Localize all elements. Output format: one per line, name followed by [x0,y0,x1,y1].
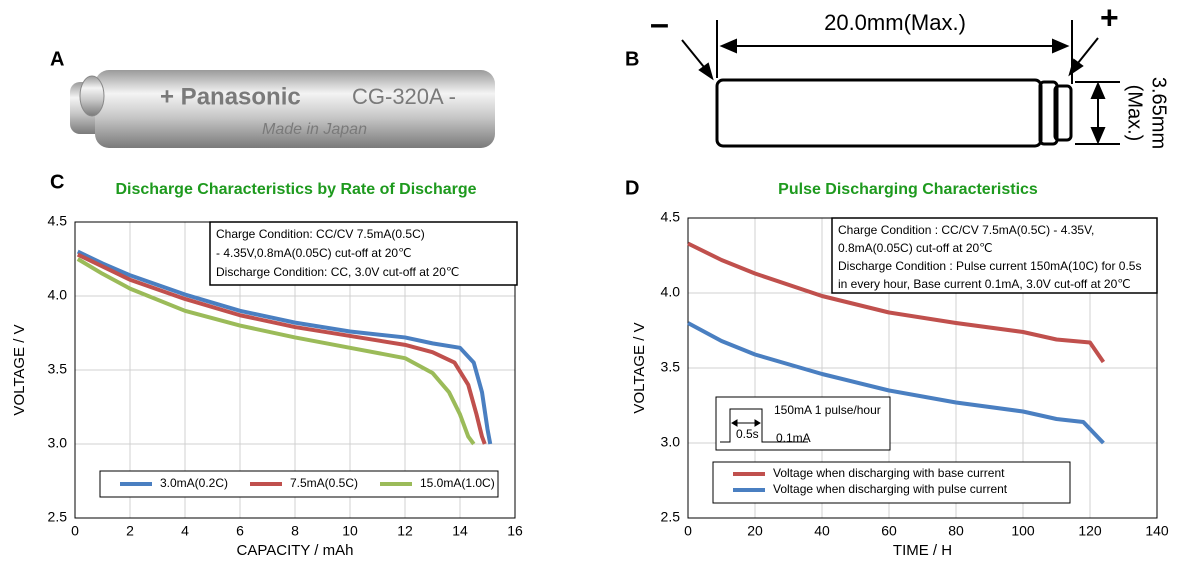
inset-text: 0.1mA [776,431,811,445]
x-tick-label: 16 [507,523,523,539]
series-line [687,321,1105,445]
x-tick-label: 120 [1078,523,1102,539]
y-tick-label: 3.0 [661,434,681,450]
y-tick-label: 4.5 [661,209,681,225]
annotation-text: Charge Condition: CC/CV 7.5mA(0.5C) [216,227,425,241]
legend-label: 7.5mA(0.5C) [290,476,358,490]
x-axis-label: CAPACITY / mAh [237,542,354,559]
panel-label: B [625,48,639,70]
y-tick-label: 3.5 [48,361,68,377]
x-tick-label: 60 [881,523,897,539]
battery-diagram [715,78,1073,148]
chart-title: Discharge Characteristics by Rate of Dis… [115,181,476,198]
annotation-text: - 4.35V,0.8mA(0.05C) cut-off at 20℃ [216,246,412,260]
y-axis-label: VOLTAGE / V [631,322,648,413]
y-tick-label: 4.5 [48,213,68,229]
x-tick-label: 10 [342,523,358,539]
annotation-text: 0.8mA(0.05C) cut-off at 20℃ [838,241,993,255]
legend-label: 3.0mA(0.2C) [160,476,228,490]
panel-label: D [625,177,639,199]
annotation-text: Charge Condition : CC/CV 7.5mA(0.5C) - 4… [838,223,1094,237]
x-tick-label: 8 [291,523,299,539]
series-line [76,257,476,446]
minus-sign: – [650,5,669,43]
y-axis-label: VOLTAGE / V [11,324,28,415]
series-line [687,241,1106,364]
battery-photo [70,70,495,148]
diameter-label: 3.65mm [1148,77,1170,149]
x-tick-label: 140 [1145,523,1169,539]
x-axis-label: TIME / H [893,542,952,559]
diameter-note: (Max.) [1124,85,1146,142]
brand: + Panasonic [160,83,301,110]
model: CG-320A - [352,84,456,109]
inset-text: 0.5s [736,427,759,441]
chart-title: Pulse Discharging Characteristics [778,181,1038,198]
x-tick-label: 80 [948,523,964,539]
annotation-box [831,217,1158,294]
legend-box [99,470,499,498]
legend-label: Voltage when discharging with pulse curr… [773,482,1008,496]
y-tick-label: 4.0 [48,287,68,303]
x-tick-label: 40 [814,523,830,539]
x-tick-label: 100 [1011,523,1035,539]
x-tick-label: 0 [684,523,692,539]
y-tick-label: 3.5 [661,359,681,375]
x-tick-label: 14 [452,523,468,539]
inset-text: 150mA 1 pulse/hour [774,403,881,417]
length-label: 20.0mm(Max.) [824,10,966,35]
legend-box [712,461,1071,504]
origin: Made in Japan [262,121,367,138]
x-tick-label: 2 [126,523,134,539]
x-tick-label: 20 [747,523,763,539]
annotation-text: Discharge Condition : Pulse current 150m… [838,259,1141,273]
y-tick-label: 4.0 [661,284,681,300]
series-line [76,249,493,445]
y-tick-label: 2.5 [48,509,68,525]
legend-label: Voltage when discharging with base curre… [773,466,1005,480]
panel-label: A [50,48,64,70]
plus-sign: + [1100,0,1119,35]
x-tick-label: 0 [71,523,79,539]
series-line [76,252,487,445]
legend-label: 15.0mA(1.0C) [420,476,495,490]
x-tick-label: 6 [236,523,244,539]
x-tick-label: 4 [181,523,189,539]
pulse-arrow [731,419,761,427]
annotation-box [209,221,518,286]
x-tick-label: 12 [397,523,413,539]
y-tick-label: 3.0 [48,435,68,451]
annotation-text: in every hour, Base current 0.1mA, 3.0V … [838,277,1131,291]
pulse-shape [720,408,808,443]
annotation-text: Discharge Condition: CC, 3.0V cut-off at… [216,265,459,279]
dimension-lines [681,20,1120,145]
panel-label: C [50,171,64,193]
y-tick-label: 2.5 [661,509,681,525]
